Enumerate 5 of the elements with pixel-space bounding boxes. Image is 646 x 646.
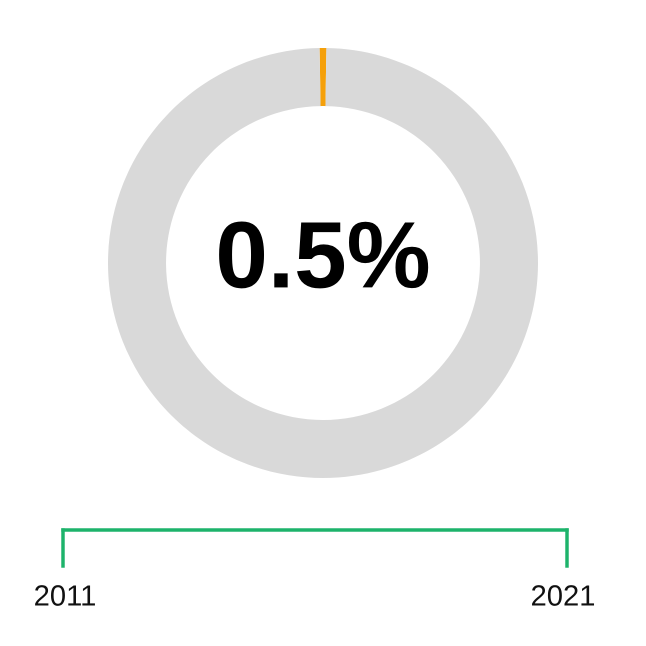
text: 2011	[35, 585, 95, 606]
text: 0.5%	[219, 221, 428, 288]
donut-slice	[320, 48, 326, 106]
donut-slice	[108, 48, 538, 478]
text: 2021	[532, 585, 594, 606]
